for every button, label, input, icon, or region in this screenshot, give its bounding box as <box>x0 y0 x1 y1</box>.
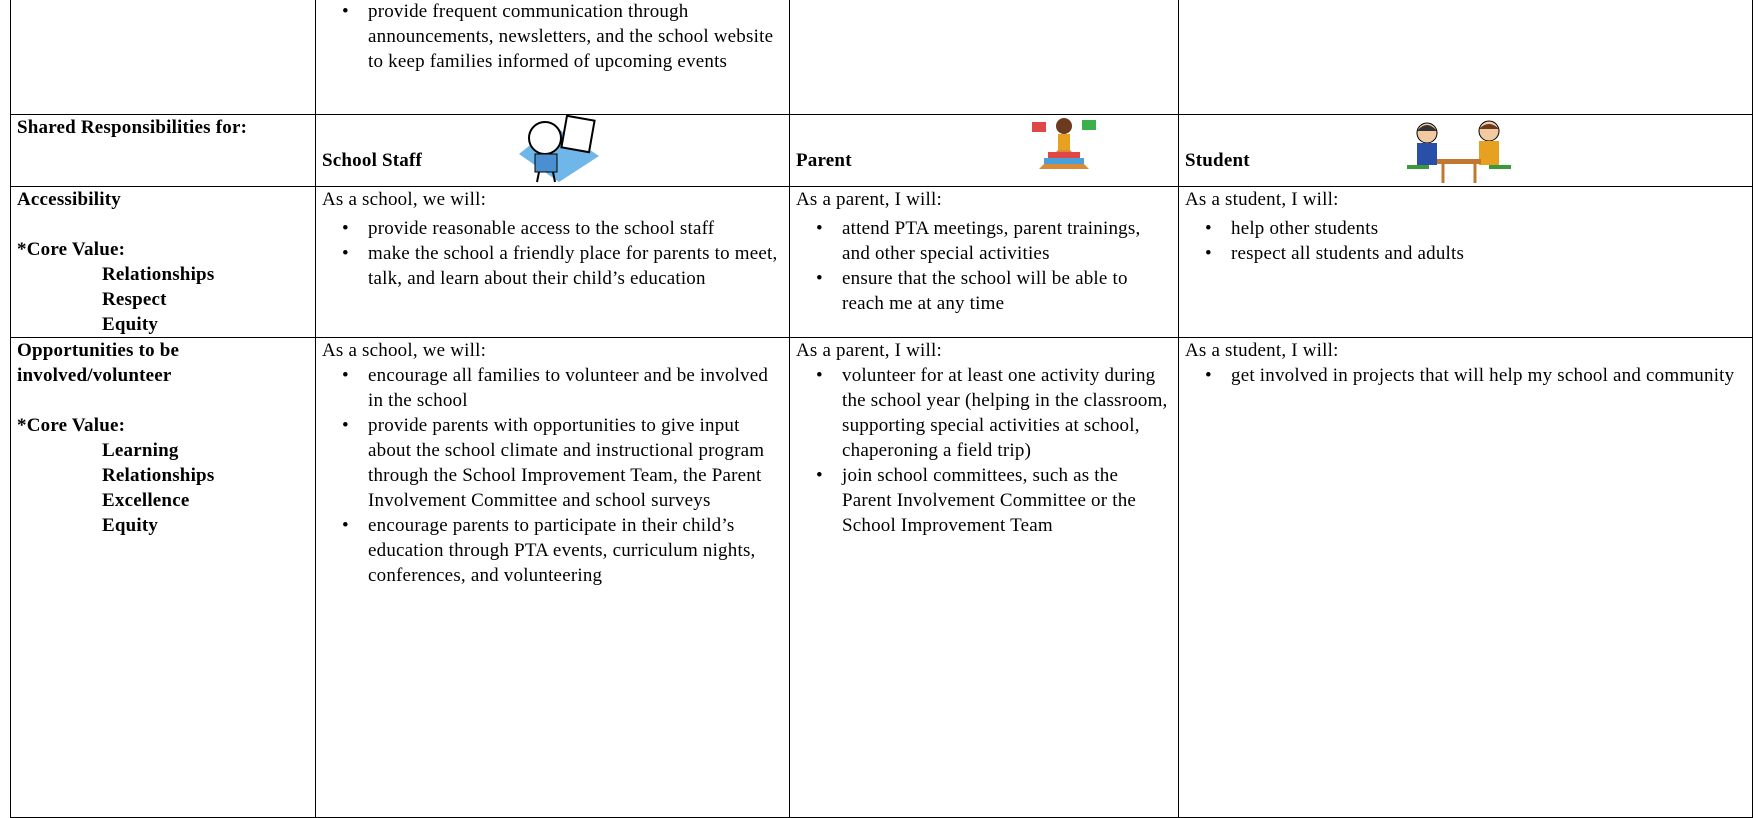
cell: Opportunities to be involved/volunteer *… <box>10 337 316 818</box>
cell <box>789 0 1179 115</box>
header: Parent <box>796 115 1172 185</box>
bullet: attend PTA meetings, parent trainings, a… <box>816 216 1172 266</box>
header-label: Shared Responsibilities for: <box>17 117 248 138</box>
header: Student <box>1185 115 1746 185</box>
cell: School Staff <box>315 114 790 187</box>
row: Opportunities to be involved/volunteer *… <box>10 337 1753 818</box>
student-icon <box>1407 120 1511 183</box>
column-title: Parent <box>796 150 852 171</box>
intro: As a parent, I will: <box>796 189 942 210</box>
bullet-list: volunteer for at least one activity duri… <box>796 363 1172 538</box>
bullet-list: provide reasonable access to the school … <box>322 216 783 291</box>
header: School Staff <box>322 114 783 185</box>
bullet-list: encourage all families to volunteer and … <box>322 363 783 588</box>
core-value: Learning <box>102 440 179 461</box>
cell <box>1178 0 1753 115</box>
bullet: get involved in projects that will help … <box>1205 363 1746 388</box>
continuation-row: provide frequent communication through a… <box>10 0 1753 115</box>
cell: Parent <box>789 114 1179 187</box>
bullet-list: provide frequent communication through a… <box>322 0 783 74</box>
core-value: Relationships <box>102 264 215 285</box>
bullet: encourage all families to volunteer and … <box>342 363 783 413</box>
topic: Accessibility <box>17 189 121 210</box>
row: Accessibility *Core Value: Relationships… <box>10 186 1753 338</box>
responsibilities-table: provide frequent communication through a… <box>10 0 1753 818</box>
intro: As a student, I will: <box>1185 189 1339 210</box>
intro: As a school, we will: <box>322 340 487 361</box>
core-value: Excellence <box>102 490 190 511</box>
intro: As a parent, I will: <box>796 340 942 361</box>
bullet-list: help other students respect all students… <box>1185 216 1746 266</box>
bullet-list: get involved in projects that will help … <box>1185 363 1746 388</box>
intro: As a student, I will: <box>1185 340 1339 361</box>
page: {"table": { "continuation": {"bullets": … <box>0 0 1764 798</box>
core-value: Equity <box>102 515 159 536</box>
bullet: help other students <box>1205 216 1746 241</box>
cell: As a student, I will: help other student… <box>1178 186 1753 338</box>
column-title: School Staff <box>322 150 423 171</box>
column-title: Student <box>1185 150 1250 171</box>
cell: As a student, I will: get involved in pr… <box>1178 337 1753 818</box>
bullet: respect all students and adults <box>1205 241 1746 266</box>
cell: Accessibility *Core Value: Relationships… <box>10 186 316 338</box>
bullet: provide parents with opportunities to gi… <box>342 413 783 513</box>
bullet: volunteer for at least one activity duri… <box>816 363 1172 463</box>
cell: Shared Responsibilities for: <box>10 114 316 187</box>
bullet-list: attend PTA meetings, parent trainings, a… <box>796 216 1172 316</box>
cell: provide frequent communication through a… <box>315 0 790 115</box>
header-row: Shared Responsibilities for: School Staf… <box>10 114 1753 187</box>
bullet: join school committees, such as the Pare… <box>816 463 1172 538</box>
core-value: Respect <box>102 289 167 310</box>
bullet: provide reasonable access to the school … <box>342 216 783 241</box>
parent-icon <box>1032 118 1096 169</box>
bullet: make the school a friendly place for par… <box>342 241 783 291</box>
core-value: Equity <box>102 314 159 335</box>
bullet: provide frequent communication through a… <box>342 0 783 74</box>
core-value-label: *Core Value: <box>17 239 126 260</box>
cell: As a school, we will: provide reasonable… <box>315 186 790 338</box>
core-value-label: *Core Value: <box>17 415 126 436</box>
cell: Student <box>1178 114 1753 187</box>
topic: Opportunities to be involved/volunteer <box>17 340 180 386</box>
cell: As a parent, I will: volunteer for at le… <box>789 337 1179 818</box>
bullet: ensure that the school will be able to r… <box>816 266 1172 316</box>
staff-icon <box>519 114 599 183</box>
core-value: Relationships <box>102 465 215 486</box>
bullet: encourage parents to participate in thei… <box>342 513 783 588</box>
cell <box>10 0 316 115</box>
intro: As a school, we will: <box>322 189 487 210</box>
cell: As a parent, I will: attend PTA meetings… <box>789 186 1179 338</box>
cell: As a school, we will: encourage all fami… <box>315 337 790 818</box>
